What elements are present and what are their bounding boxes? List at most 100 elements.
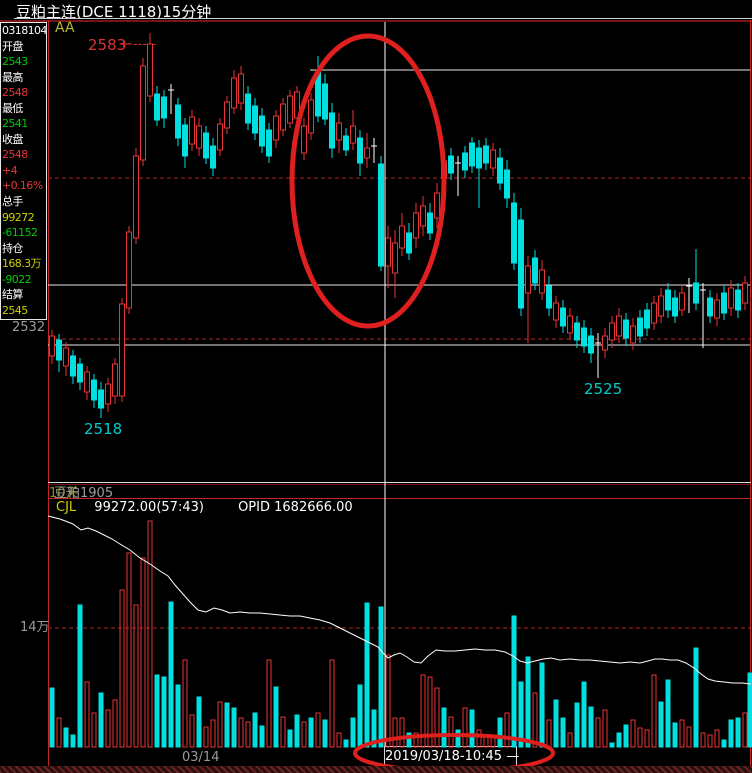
volume-bar xyxy=(427,676,433,748)
volume-bar xyxy=(364,602,370,748)
candle-body xyxy=(707,297,713,317)
candle-body xyxy=(210,145,216,169)
bottom-hatch-band xyxy=(0,766,752,773)
candle-body xyxy=(336,122,342,141)
volume-bar xyxy=(336,732,342,748)
candle-body xyxy=(175,104,181,139)
volume-bar xyxy=(259,725,265,748)
candle-body xyxy=(315,71,321,117)
volume-bar xyxy=(301,721,307,748)
red-circle-annotation xyxy=(289,33,447,329)
title-underline xyxy=(14,18,752,19)
candle-body xyxy=(448,155,454,174)
candle-body xyxy=(126,231,132,309)
price-high-arrow: ←----- xyxy=(122,37,157,52)
candle-body xyxy=(280,103,286,131)
close-label: 收盘 xyxy=(2,132,23,146)
volume-indicator-header: CJL 99272.00(57:43) OPID 1682666.00 xyxy=(56,500,353,515)
volume-bar xyxy=(273,686,279,748)
candle-body xyxy=(350,125,356,144)
pane-divider-line xyxy=(48,482,751,483)
contract-label: 豆粕1905 xyxy=(54,486,114,501)
volume-bar xyxy=(252,712,258,748)
candle-body xyxy=(721,292,727,314)
candle-body xyxy=(546,285,552,309)
candle-body xyxy=(238,73,244,104)
volume-bar xyxy=(441,707,447,748)
candle-body xyxy=(714,299,720,319)
candle-body xyxy=(574,322,580,341)
volume-bar xyxy=(322,719,328,748)
volume-bar xyxy=(196,696,202,748)
volume-bar xyxy=(518,681,524,748)
candle-body xyxy=(511,202,517,264)
volume-bar xyxy=(588,706,594,748)
open-label: 开盘 xyxy=(2,39,23,53)
volume-bar xyxy=(581,681,587,748)
volume-bar xyxy=(133,604,139,748)
volume-bar xyxy=(161,676,167,748)
pane-left-border xyxy=(48,20,49,766)
candle-body xyxy=(427,212,433,234)
volume-bar xyxy=(679,719,685,748)
volume-bar xyxy=(63,727,69,748)
volume-bar xyxy=(357,684,363,748)
candle-body xyxy=(651,302,657,324)
candle-body xyxy=(140,65,146,161)
candle-body xyxy=(399,225,405,249)
volume-bar xyxy=(84,681,90,748)
volume-bar xyxy=(532,692,538,748)
open-value: 2543 xyxy=(2,55,28,69)
change-value: +4 xyxy=(2,163,18,177)
volume-bar xyxy=(476,729,482,748)
candle-body xyxy=(203,132,209,159)
candle-body xyxy=(119,303,125,397)
settle-label: 结算 xyxy=(2,288,23,302)
volume-bar xyxy=(329,659,335,748)
volume-bar xyxy=(413,732,419,748)
candle-body xyxy=(105,383,111,405)
volume-bar xyxy=(735,717,741,748)
volume-bar xyxy=(623,724,629,748)
candle-body xyxy=(385,237,391,267)
volume-bar xyxy=(189,714,195,748)
candle-body xyxy=(623,319,629,339)
volume-bar xyxy=(217,701,223,748)
volume-bar xyxy=(455,729,461,748)
volume-bar xyxy=(210,719,216,748)
candle-body xyxy=(616,315,622,337)
candle-body xyxy=(70,355,76,377)
candle-body xyxy=(287,95,293,124)
candle-body xyxy=(266,129,272,157)
volume-bar xyxy=(231,707,237,748)
candle-body xyxy=(581,327,587,347)
candle-body xyxy=(63,347,69,367)
volume-bar xyxy=(602,709,608,748)
candle-body xyxy=(217,123,223,151)
candle-body xyxy=(490,149,496,169)
candle-body xyxy=(357,137,363,164)
axis-date-label: 03/14 xyxy=(182,750,220,765)
close-value: 2548 xyxy=(2,148,28,162)
price-low-label: 2518 xyxy=(84,420,123,438)
candle-body xyxy=(378,163,384,267)
volume-bar xyxy=(700,732,706,748)
candle-body xyxy=(189,116,195,145)
candle-body xyxy=(609,322,615,341)
volume-bar xyxy=(126,552,132,748)
candle-body xyxy=(539,269,545,294)
volume-bar xyxy=(504,712,510,748)
volume-bar xyxy=(651,674,657,748)
candle-body xyxy=(504,169,510,199)
volume-bar xyxy=(574,702,580,748)
candle-body xyxy=(364,147,370,159)
volume-bar xyxy=(742,712,748,748)
candle-body xyxy=(693,282,699,304)
low-value: 2541 xyxy=(2,117,28,131)
volume-bar xyxy=(392,717,398,748)
low-label: 最低 xyxy=(2,101,23,115)
volume-bar xyxy=(280,716,286,748)
volume-bar xyxy=(119,589,125,748)
candle-body xyxy=(434,192,440,219)
